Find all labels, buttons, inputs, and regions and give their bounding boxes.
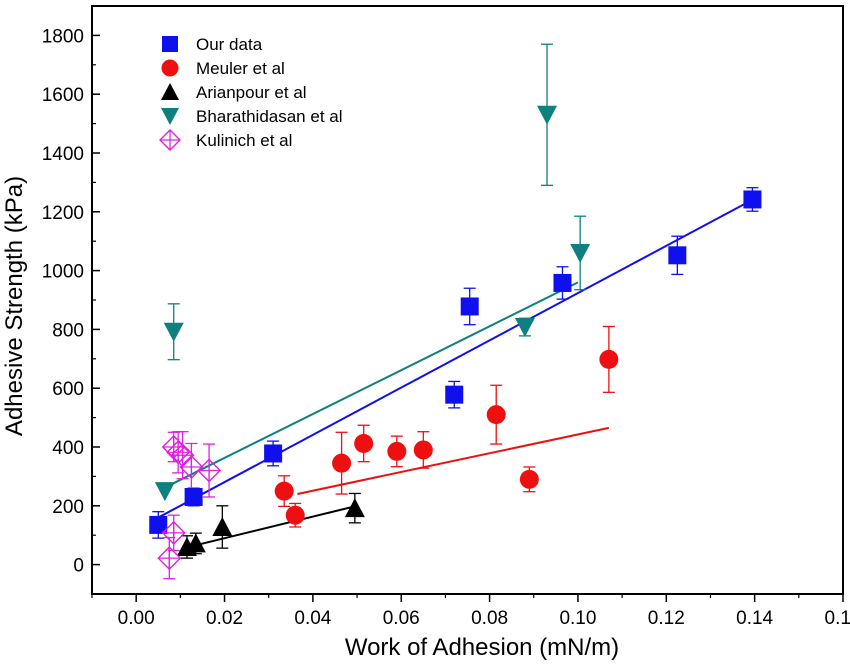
legend-marker <box>161 59 179 77</box>
y-tick-label: 400 <box>52 438 84 459</box>
legend-marker <box>161 108 179 125</box>
data-point <box>179 455 204 479</box>
data-point <box>154 482 175 502</box>
y-axis-title: Adhesive Strength (kPa) <box>1 176 28 436</box>
legend-label: Our data <box>196 35 263 54</box>
legend-marker <box>159 129 181 151</box>
data-point <box>570 243 591 263</box>
y-tick-label: 600 <box>52 379 84 400</box>
legend-marker <box>162 36 178 52</box>
data-point <box>170 443 195 468</box>
data-point <box>460 297 479 316</box>
data-point <box>445 385 464 404</box>
fit-line <box>182 504 358 550</box>
x-tick-label: 0.14 <box>736 608 773 629</box>
data-point <box>514 318 535 338</box>
x-tick-label: 0.06 <box>383 608 420 629</box>
legend-label: Arianpour et al <box>196 83 307 102</box>
data-point <box>668 246 687 265</box>
data-point <box>184 487 203 506</box>
x-tick-label: 0.10 <box>559 608 596 629</box>
x-axis-title: Work of Adhesion (mN/m) <box>345 634 619 661</box>
data-point <box>387 441 407 461</box>
x-tick-label: 0.04 <box>294 608 331 629</box>
data-point <box>149 515 168 534</box>
data-point <box>274 481 294 501</box>
data-point <box>161 520 186 545</box>
data-point <box>519 469 539 489</box>
y-tick-label: 0 <box>73 556 84 577</box>
legend-label: Bharathidasan et al <box>196 107 343 126</box>
y-tick-label: 1400 <box>42 144 84 165</box>
y-tick-label: 1200 <box>42 203 84 224</box>
fit-lines <box>157 197 756 550</box>
y-tick-label: 1600 <box>42 85 84 106</box>
legend-marker <box>161 83 179 100</box>
x-tick-label: 0.12 <box>648 608 685 629</box>
y-tick-label: 1000 <box>42 262 84 283</box>
legend: Our data Meuler et al Arianpour et al Bhara… <box>159 35 343 151</box>
y-axis: 0 200 400 600 800 1000 1200 1400 1600 1800 <box>42 26 100 595</box>
data-point <box>354 433 374 453</box>
data-markers <box>149 105 762 571</box>
data-point <box>486 405 506 425</box>
fit-line <box>164 281 579 489</box>
data-point <box>166 440 191 465</box>
fit-line <box>157 197 756 519</box>
data-point <box>197 458 222 483</box>
x-tick-label: 0.08 <box>471 608 508 629</box>
data-point <box>553 273 572 292</box>
data-point <box>332 453 352 473</box>
y-tick-label: 800 <box>52 320 84 341</box>
data-point <box>157 546 182 571</box>
data-point <box>413 440 433 460</box>
x-tick-label: 0.00 <box>118 608 155 629</box>
legend-label: Kulinich et al <box>196 131 292 150</box>
fit-line <box>297 426 610 496</box>
x-tick-label: 0.02 <box>206 608 243 629</box>
data-point <box>344 498 365 518</box>
x-tick-label: 0.16 <box>825 608 850 629</box>
data-point <box>285 505 305 525</box>
data-point <box>185 533 206 553</box>
y-tick-label: 1800 <box>42 26 84 47</box>
data-point <box>264 444 283 463</box>
data-point <box>163 322 184 342</box>
legend-label: Meuler et al <box>196 59 285 78</box>
x-axis: 0.00 0.02 0.04 0.06 0.08 0.10 0.12 0.14 0.16 <box>91 594 850 629</box>
data-point <box>743 190 762 209</box>
data-point <box>599 349 619 369</box>
data-point <box>212 516 233 536</box>
data-point <box>537 105 558 125</box>
y-tick-label: 200 <box>52 497 84 518</box>
